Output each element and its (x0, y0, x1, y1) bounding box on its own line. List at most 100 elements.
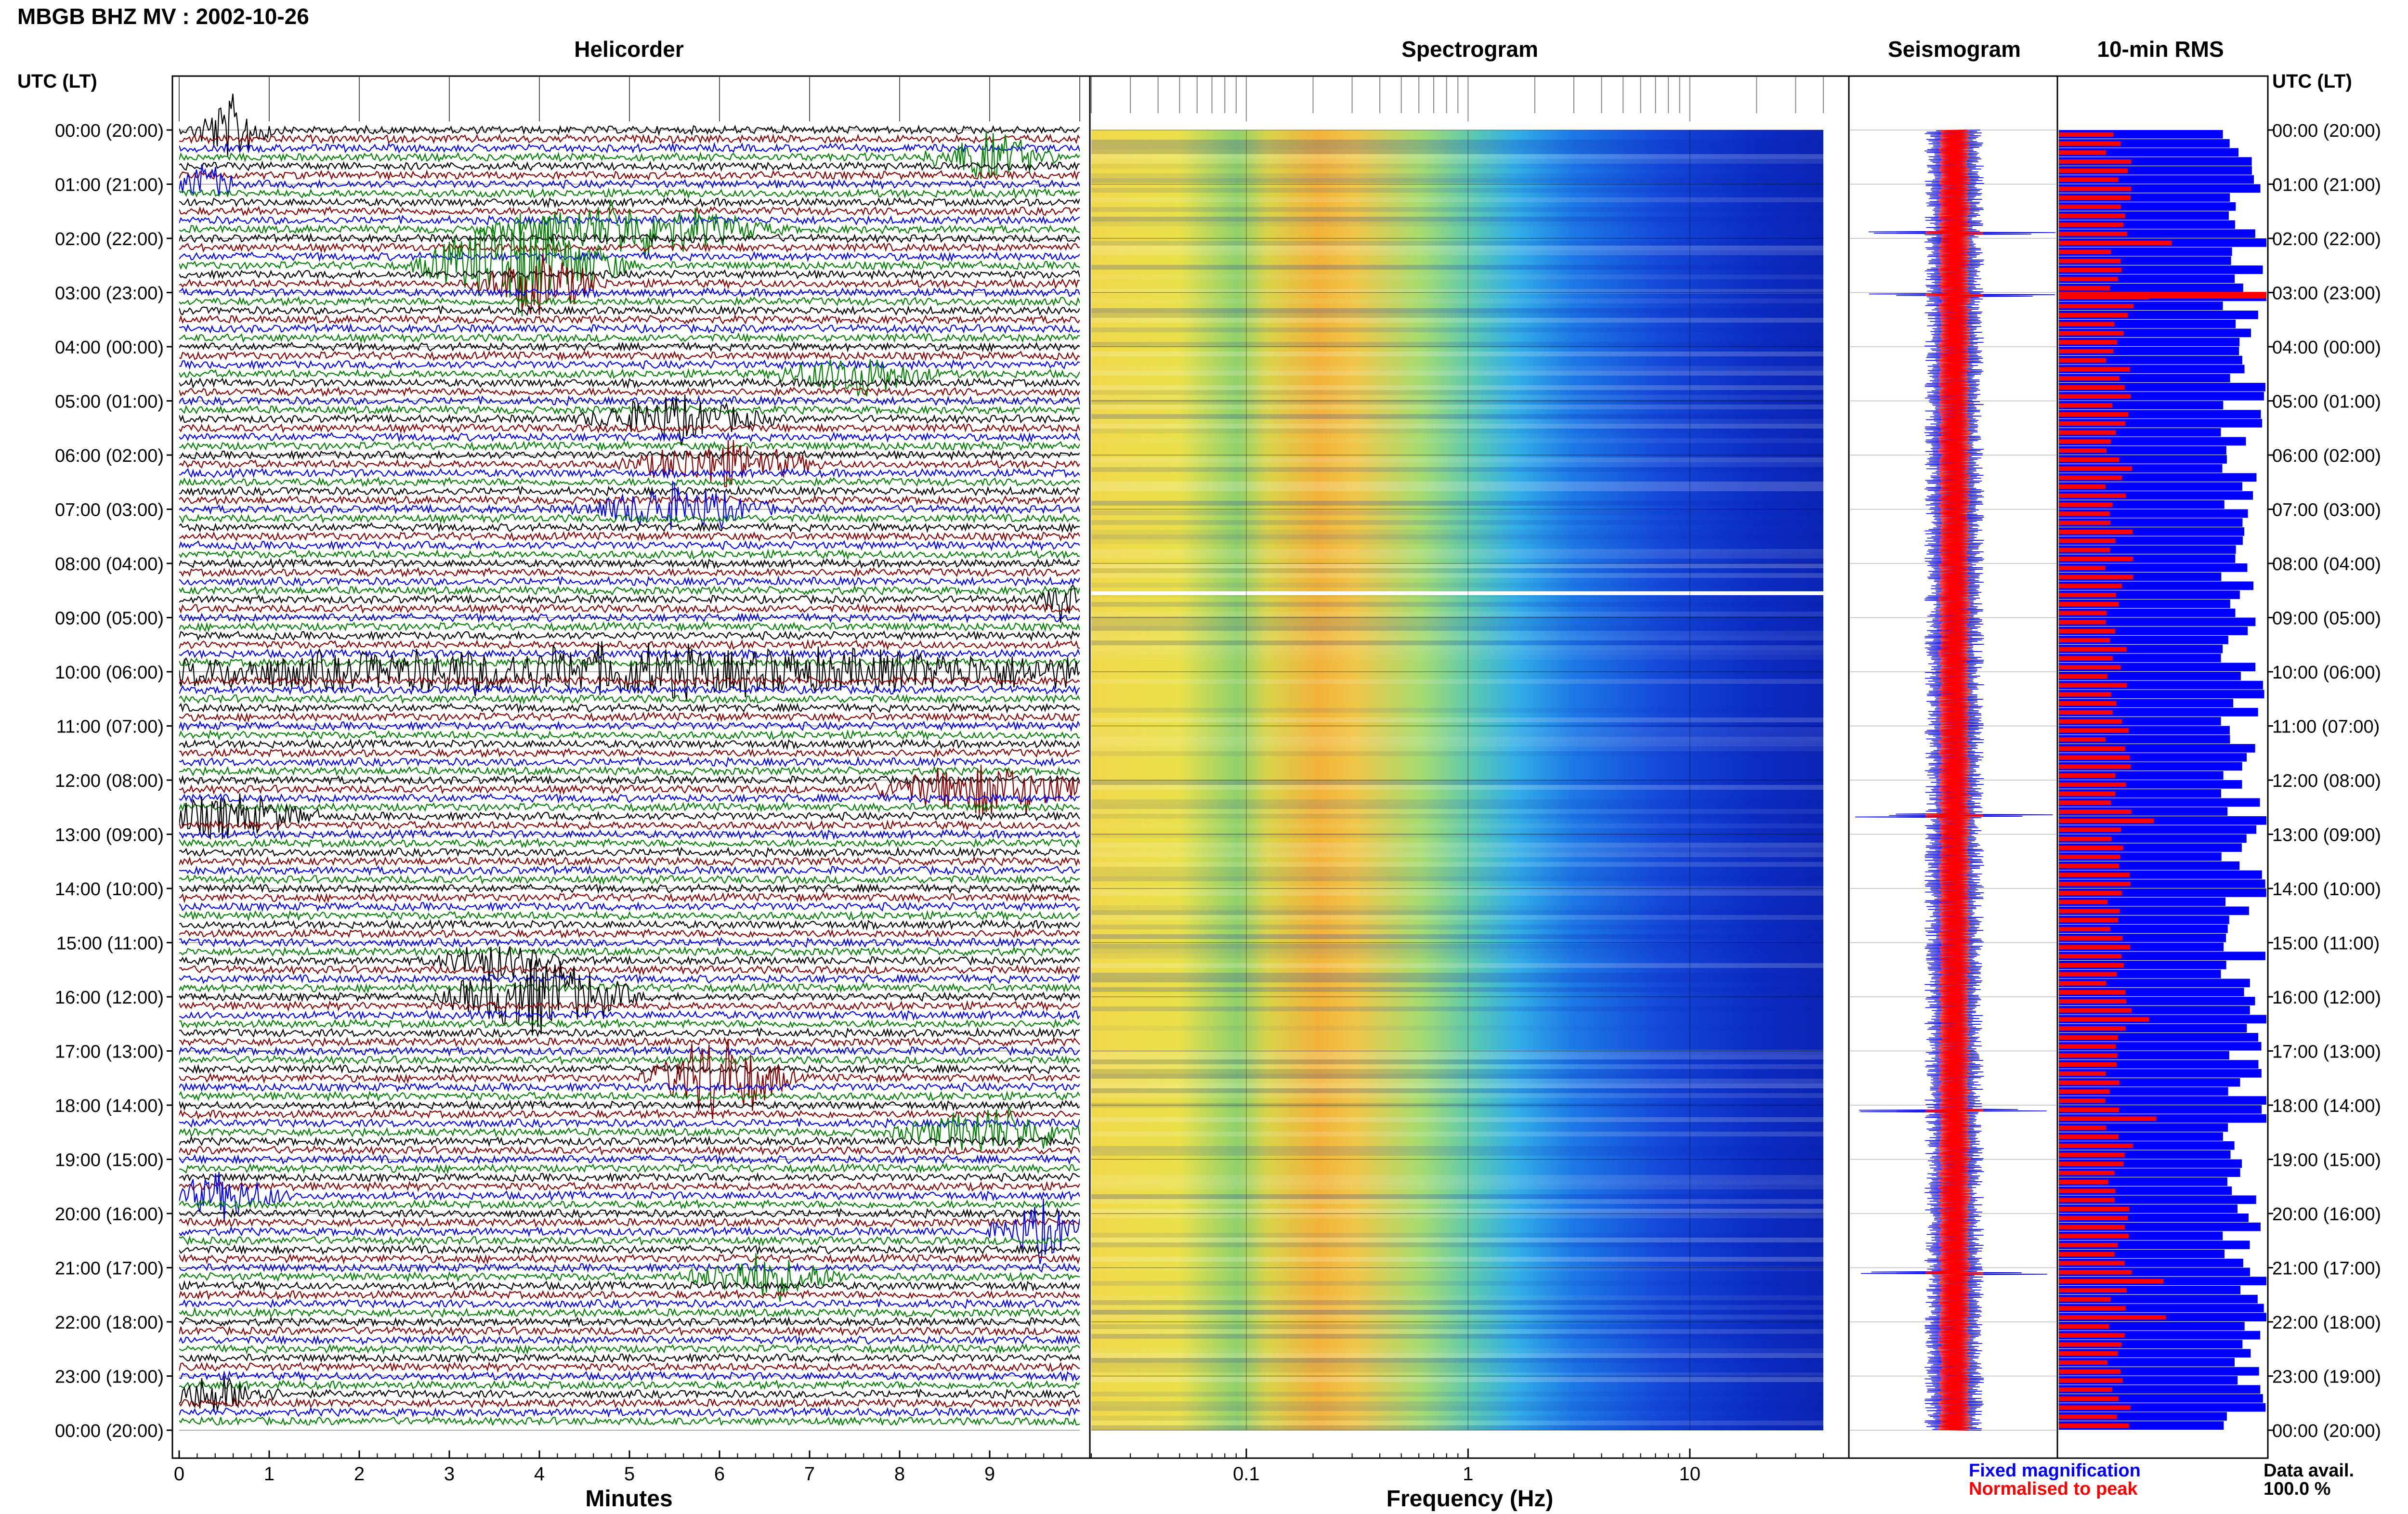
helicorder-trace-80 (179, 846, 1080, 858)
spectrogram-row-70 (1091, 467, 1823, 472)
helicorder-trace-74 (179, 793, 1080, 804)
rms-normalised-bar-36 (2059, 457, 2120, 462)
rms-normalised-bar-32 (2059, 421, 2126, 426)
minute-tick-label-9: 9 (984, 1463, 995, 1485)
spectrogram-row-259 (1091, 1377, 1823, 1382)
rms-normalised-bar-24 (2059, 349, 2114, 354)
rms-normalised-bar-1 (2059, 141, 2121, 146)
rms-normalised-bar-62 (2059, 692, 2111, 697)
helicorder-trace-71 (179, 765, 1080, 777)
helicorder-trace-68 (179, 738, 1080, 751)
helicorder-trace-142 (179, 1406, 1080, 1418)
spectrogram-row-171 (1091, 953, 1823, 958)
time-label-left-8: 08:00 (04:00) (55, 554, 164, 574)
spectrogram-row-154 (1091, 872, 1823, 876)
rms-normalised-bar-127 (2059, 1279, 2164, 1284)
rms-normalised-bar-59 (2059, 665, 2121, 670)
helicorder-trace-136 (179, 1352, 1080, 1364)
time-label-right-8: 08:00 (04:00) (2272, 554, 2381, 574)
helicorder-trace-29 (179, 386, 1080, 397)
minute-tick-label-1: 1 (264, 1463, 275, 1485)
frequency-axis-label: Frequency (Hz) (1387, 1486, 1554, 1512)
helicorder-trace-69 (179, 747, 1080, 758)
helicorder-trace-70 (179, 756, 1080, 768)
time-label-left-17: 17:00 (13:00) (55, 1042, 164, 1062)
minute-tick-label-8: 8 (894, 1463, 905, 1485)
rms-normalised-bar-57 (2059, 647, 2127, 652)
rms-normalised-bar-142 (2059, 1414, 2117, 1419)
helicorder-trace-60 (179, 641, 1080, 702)
spectrogram-row-55 (1091, 395, 1823, 400)
rms-normalised-bar-134 (2059, 1342, 2122, 1347)
helicorder-trace-128 (179, 1279, 1080, 1292)
minute-tick-label-0: 0 (174, 1463, 184, 1485)
spectrogram-row-224 (1091, 1209, 1823, 1214)
helicorder-trace-98 (179, 1009, 1080, 1021)
helicorder-trace-15 (179, 213, 1080, 317)
spectrogram-row-4 (1091, 149, 1823, 154)
station-title: MBGB BHZ MV : 2002-10-26 (17, 4, 309, 29)
time-labels-left: 00:00 (20:00) 01:00 (21:00) 02:00 (22:00) 0… (55, 121, 172, 1441)
helicorder-title: Helicorder (574, 37, 684, 62)
helicorder-trace-33 (179, 422, 1080, 434)
rms-normalised-bar-139 (2059, 1387, 2112, 1392)
rms-normalised-bar-50 (2059, 584, 2122, 588)
spectrogram-row-253 (1091, 1348, 1823, 1353)
time-label-right-11: 11:00 (07:00) (2272, 717, 2380, 737)
rms-normalised-bar-13 (2059, 249, 2111, 254)
spectrogram-row-225 (1091, 1214, 1823, 1218)
spectrogram-row-101 (1091, 616, 1823, 621)
spectrogram-row-205 (1091, 1117, 1823, 1122)
spectrogram-row-2 (1091, 140, 1823, 144)
rms-normalised-bar-35 (2059, 448, 2107, 453)
helicorder-trace-23 (179, 332, 1080, 344)
spectrogram-row-59 (1091, 414, 1823, 419)
rms-normalised-bar-11 (2059, 231, 2127, 236)
time-label-right-5: 05:00 (01:00) (2272, 392, 2381, 412)
spectrogram-row-254 (1091, 1353, 1823, 1358)
spectrogram-row-173 (1091, 963, 1823, 968)
helicorder-trace-75 (179, 801, 1080, 813)
time-label-left-9: 09:00 (05:00) (55, 609, 164, 629)
time-label-left-14: 14:00 (10:00) (55, 879, 164, 900)
time-label-right-20: 20:00 (16:00) (2272, 1204, 2381, 1225)
time-label-right-16: 16:00 (12:00) (2272, 988, 2381, 1008)
helicorder-trace-115 (179, 1162, 1080, 1175)
seismogram-fixed-trace (1855, 130, 2056, 1431)
rms-normalised-bar-82 (2059, 873, 2130, 877)
rms-normalised-bar-137 (2059, 1369, 2121, 1374)
spectrogram-row-234 (1091, 1257, 1823, 1262)
rms-normalised-bar-73 (2059, 791, 2116, 796)
rms-normalised-bar-17 (2059, 286, 2110, 290)
rms-normalised-bar-48 (2059, 565, 2106, 571)
spectrogram-row-229 (1091, 1233, 1823, 1238)
spectrogram-row-79 (1091, 510, 1823, 515)
helicorder-trace-118 (179, 1172, 1080, 1222)
time-label-left-11: 11:00 (07:00) (56, 717, 164, 737)
spectrogram-row-141 (1091, 809, 1823, 814)
spectrogram-row-85 (1091, 539, 1823, 544)
rms-normalised-bar-29 (2059, 394, 2131, 399)
time-label-left-1: 01:00 (21:00) (55, 175, 164, 196)
spectrogram-row-169 (1091, 944, 1823, 949)
rms-normalised-bar-44 (2059, 529, 2133, 535)
helicorder-trace-40 (179, 484, 1080, 497)
helicorder-trace-47 (179, 548, 1080, 561)
rms-title: 10-min RMS (2097, 37, 2224, 62)
spectrogram-row-144 (1091, 823, 1823, 828)
rms-normalised-bar-124 (2059, 1252, 2115, 1257)
helicorder-trace-56 (179, 630, 1080, 642)
helicorder-trace-10 (179, 214, 1080, 226)
spectrogram-row-219 (1091, 1185, 1823, 1189)
spectrogram-row-109 (1091, 655, 1823, 660)
rms-normalised-bar-95 (2059, 990, 2126, 995)
rms-normalised-bar-130 (2059, 1306, 2126, 1311)
helicorder-trace-134 (179, 1334, 1080, 1346)
helicorder-trace-107 (179, 1090, 1080, 1102)
helicorder-trace-130 (179, 1298, 1080, 1309)
helicorder-trace-27 (179, 359, 1080, 397)
spectrogram-row-37 (1091, 308, 1823, 313)
spectrogram-row-255 (1091, 1358, 1823, 1363)
time-label-right-24: 00:00 (20:00) (2272, 1421, 2381, 1441)
